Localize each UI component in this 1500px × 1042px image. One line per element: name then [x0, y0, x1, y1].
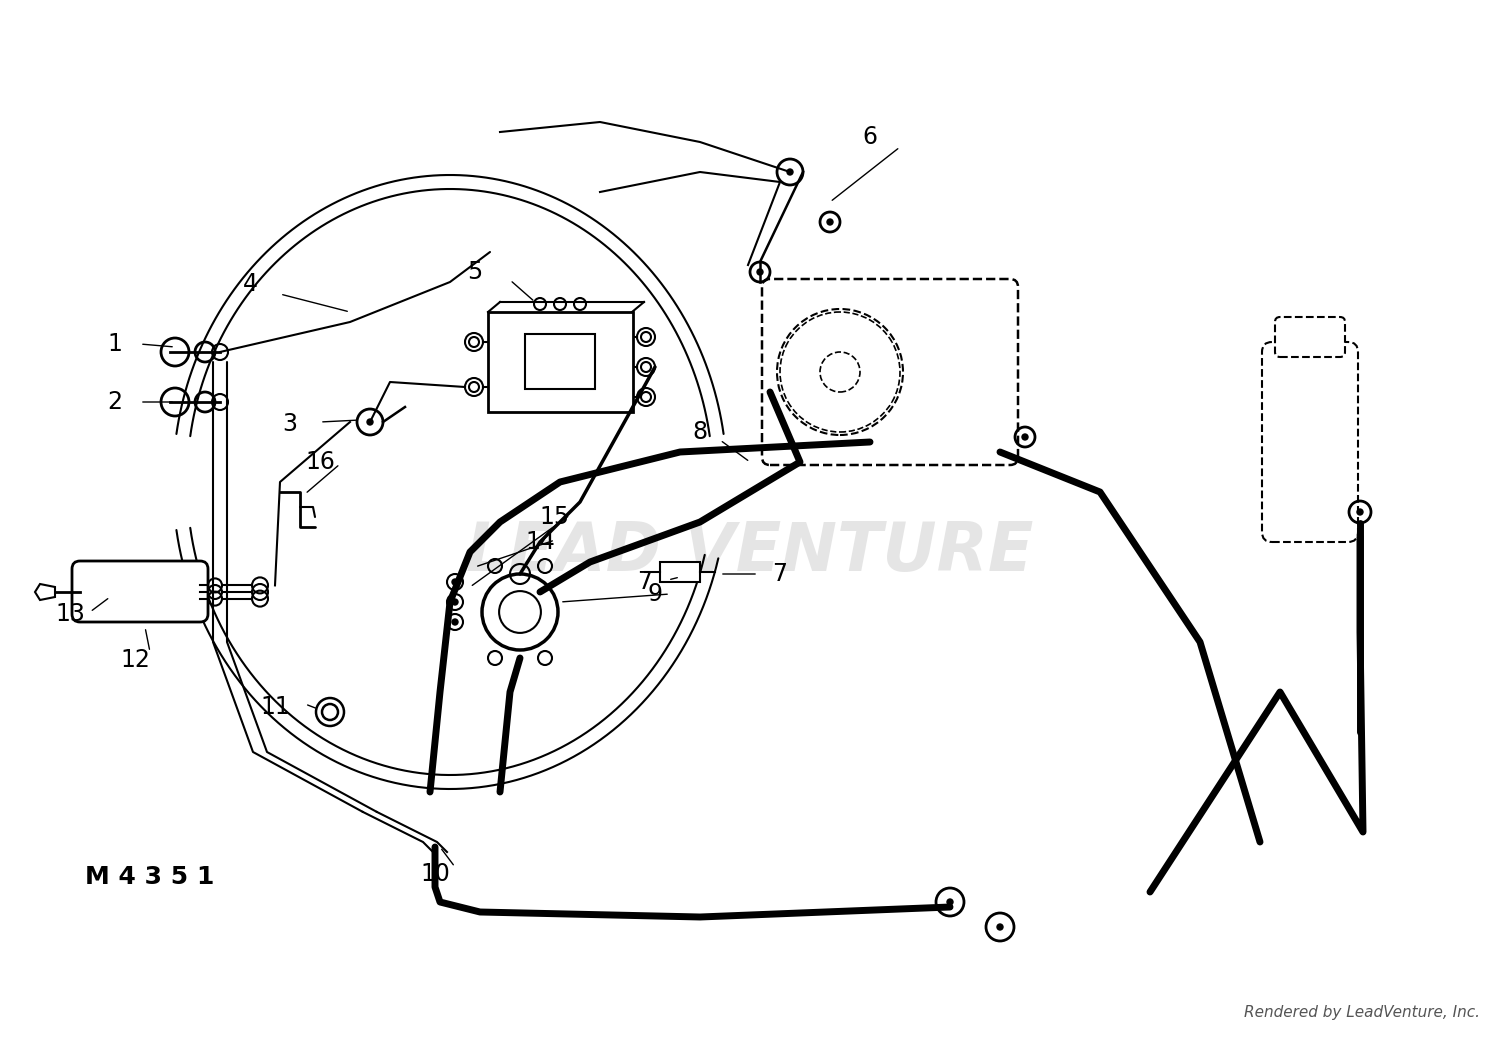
Text: 5: 5: [468, 260, 483, 284]
Text: 7: 7: [772, 562, 788, 586]
Text: 13: 13: [56, 602, 86, 626]
Circle shape: [1358, 508, 1364, 515]
FancyBboxPatch shape: [72, 561, 209, 622]
Text: 7: 7: [638, 570, 652, 594]
FancyBboxPatch shape: [1262, 342, 1358, 542]
FancyBboxPatch shape: [1275, 317, 1346, 357]
Text: 16: 16: [304, 450, 334, 474]
Circle shape: [946, 899, 952, 905]
Text: 10: 10: [420, 862, 450, 886]
Text: 15: 15: [540, 505, 570, 529]
Circle shape: [788, 169, 794, 175]
Circle shape: [368, 419, 374, 425]
Circle shape: [758, 269, 764, 275]
Circle shape: [452, 619, 458, 625]
Bar: [525, 334, 596, 389]
Text: 4: 4: [243, 272, 258, 296]
Text: 2: 2: [108, 390, 123, 414]
Bar: [488, 312, 633, 412]
Circle shape: [452, 579, 458, 585]
Text: 14: 14: [525, 530, 555, 554]
Text: M 4 3 5 1: M 4 3 5 1: [86, 865, 214, 889]
FancyBboxPatch shape: [762, 279, 1018, 465]
Text: LEAD VENTURE: LEAD VENTURE: [466, 519, 1034, 585]
Text: 6: 6: [862, 125, 877, 149]
Text: 1: 1: [108, 332, 123, 356]
Text: 3: 3: [282, 412, 297, 436]
Text: 12: 12: [120, 648, 150, 672]
Circle shape: [1022, 435, 1028, 440]
Text: Rendered by LeadVenture, Inc.: Rendered by LeadVenture, Inc.: [1244, 1004, 1480, 1020]
Text: 11: 11: [260, 695, 290, 719]
Circle shape: [998, 924, 1004, 931]
Bar: [660, 562, 700, 582]
Text: 8: 8: [693, 420, 708, 444]
Circle shape: [510, 602, 530, 621]
Circle shape: [452, 599, 458, 605]
Circle shape: [827, 219, 833, 225]
Text: 9: 9: [648, 582, 663, 606]
